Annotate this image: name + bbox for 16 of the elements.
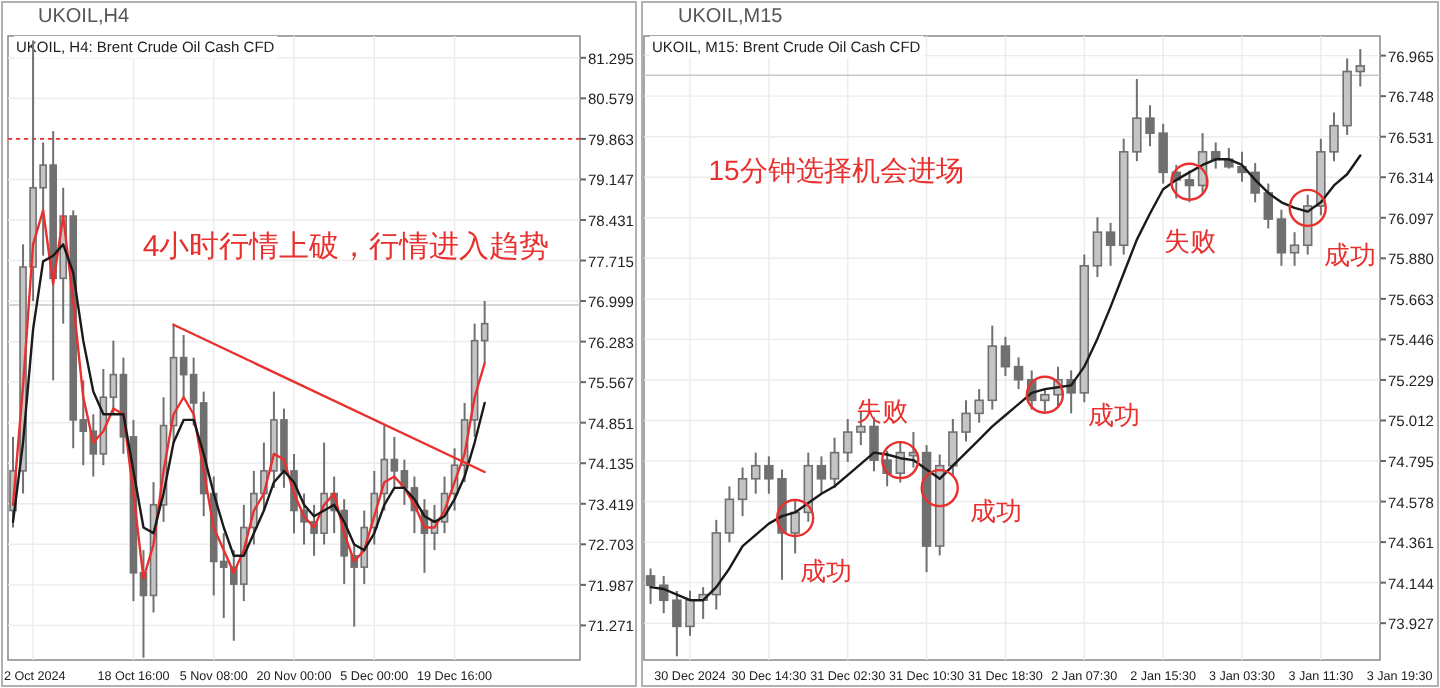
chart-title: UKOIL,H4 [38, 6, 131, 28]
annotation: 失败 [856, 396, 908, 426]
point [1170, 162, 1209, 201]
annotation: 成功 [800, 556, 852, 586]
annotation: 成功 [1088, 400, 1140, 430]
annotation: 15分钟选择机会进场 [708, 154, 964, 186]
annotation: 成功 [970, 496, 1022, 526]
annotation: 4小时行情上破，行情进入趋势 [142, 230, 550, 264]
chart-title: UKOIL,M15 [678, 6, 784, 28]
point [920, 468, 959, 508]
point [881, 440, 920, 480]
annotation: 失败 [1164, 226, 1216, 256]
annotation: 成功 [1324, 240, 1376, 270]
point [775, 498, 815, 538]
point [1025, 375, 1065, 414]
point [1288, 188, 1327, 228]
